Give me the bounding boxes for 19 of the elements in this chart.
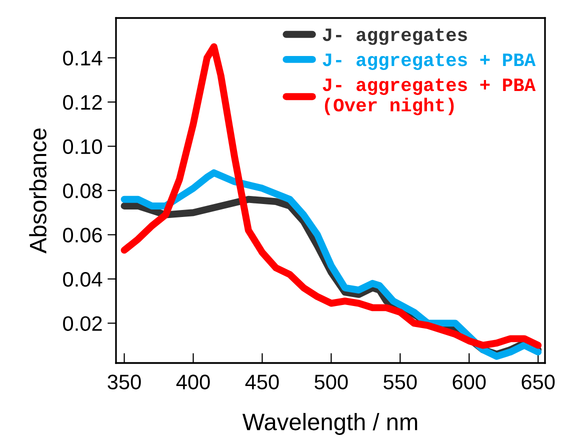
x-tick-label: 350: [108, 374, 141, 390]
x-tick-label: 500: [314, 374, 348, 390]
legend-label: J- aggregates + PBA (Over night): [322, 78, 536, 116]
y-tick-label: 0.08: [63, 184, 102, 198]
x-tick-label: 600: [452, 374, 486, 390]
x-axis-title: Wavelength / nm: [242, 412, 418, 435]
y-tick-label: 0.12: [63, 95, 102, 110]
y-axis-title: Absorbance: [29, 128, 46, 254]
x-tick-label: 550: [384, 374, 417, 390]
y-tick-label: 0.06: [63, 228, 102, 242]
y-tick-label: 0.10: [63, 139, 102, 154]
y-tick-label: 0.02: [63, 316, 102, 331]
legend-label: J- aggregates + PBA: [322, 54, 536, 70]
legend-label: J- aggregates: [322, 28, 467, 45]
x-tick-label: 450: [245, 374, 279, 390]
x-tick-label: 650: [522, 374, 555, 390]
x-tick-label: 400: [176, 374, 210, 390]
y-tick-label: 0.14: [63, 50, 102, 66]
y-tick-label: 0.04: [63, 272, 102, 287]
